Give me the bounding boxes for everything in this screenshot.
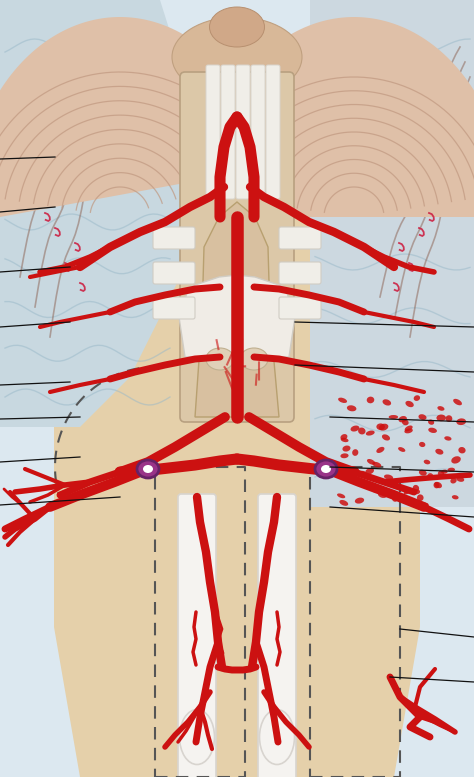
Ellipse shape xyxy=(338,398,347,403)
Ellipse shape xyxy=(399,416,407,423)
Ellipse shape xyxy=(358,427,365,434)
Ellipse shape xyxy=(413,485,419,492)
Ellipse shape xyxy=(384,475,393,480)
Ellipse shape xyxy=(383,399,391,406)
Ellipse shape xyxy=(414,395,420,401)
FancyBboxPatch shape xyxy=(279,297,321,319)
Ellipse shape xyxy=(352,449,358,456)
Ellipse shape xyxy=(413,489,420,494)
Ellipse shape xyxy=(240,348,268,370)
Ellipse shape xyxy=(451,456,461,464)
FancyBboxPatch shape xyxy=(251,65,265,199)
Polygon shape xyxy=(0,17,270,357)
Ellipse shape xyxy=(340,453,348,458)
Ellipse shape xyxy=(405,401,414,407)
Ellipse shape xyxy=(321,465,331,473)
Ellipse shape xyxy=(347,406,356,411)
Ellipse shape xyxy=(342,445,350,451)
FancyBboxPatch shape xyxy=(153,227,195,249)
Ellipse shape xyxy=(452,495,458,500)
Ellipse shape xyxy=(435,449,443,455)
FancyBboxPatch shape xyxy=(178,494,216,777)
Ellipse shape xyxy=(404,489,412,494)
FancyBboxPatch shape xyxy=(258,494,296,777)
Ellipse shape xyxy=(392,495,398,502)
Ellipse shape xyxy=(419,470,427,476)
Ellipse shape xyxy=(404,428,413,434)
Ellipse shape xyxy=(438,406,445,411)
Ellipse shape xyxy=(376,447,384,453)
Ellipse shape xyxy=(427,473,433,479)
Ellipse shape xyxy=(341,437,348,442)
Ellipse shape xyxy=(382,434,390,441)
Ellipse shape xyxy=(421,503,428,507)
Ellipse shape xyxy=(372,462,381,468)
Ellipse shape xyxy=(441,469,448,474)
Ellipse shape xyxy=(458,447,465,454)
Ellipse shape xyxy=(444,436,452,441)
Ellipse shape xyxy=(424,460,430,465)
Ellipse shape xyxy=(402,420,409,425)
Ellipse shape xyxy=(378,491,387,498)
Ellipse shape xyxy=(456,477,464,482)
Ellipse shape xyxy=(351,426,359,431)
Ellipse shape xyxy=(453,399,462,406)
Ellipse shape xyxy=(438,470,444,476)
Ellipse shape xyxy=(359,471,367,476)
Ellipse shape xyxy=(143,465,153,473)
Ellipse shape xyxy=(355,497,364,503)
Ellipse shape xyxy=(172,17,302,97)
Ellipse shape xyxy=(417,494,424,501)
Ellipse shape xyxy=(389,480,395,486)
Ellipse shape xyxy=(366,430,374,436)
Ellipse shape xyxy=(379,423,388,430)
Ellipse shape xyxy=(398,447,405,452)
Ellipse shape xyxy=(419,414,427,420)
Polygon shape xyxy=(54,127,420,777)
FancyBboxPatch shape xyxy=(221,65,235,199)
Polygon shape xyxy=(0,0,200,427)
Ellipse shape xyxy=(434,482,442,488)
Ellipse shape xyxy=(405,426,413,431)
Ellipse shape xyxy=(389,415,398,419)
Ellipse shape xyxy=(367,396,374,403)
Ellipse shape xyxy=(339,500,348,506)
Ellipse shape xyxy=(206,348,234,370)
FancyBboxPatch shape xyxy=(279,227,321,249)
Ellipse shape xyxy=(137,460,159,478)
FancyBboxPatch shape xyxy=(180,72,294,422)
FancyBboxPatch shape xyxy=(206,65,220,199)
FancyBboxPatch shape xyxy=(279,262,321,284)
Ellipse shape xyxy=(367,459,375,465)
FancyBboxPatch shape xyxy=(236,65,250,199)
Ellipse shape xyxy=(376,423,385,430)
Ellipse shape xyxy=(450,478,457,483)
Ellipse shape xyxy=(180,709,215,765)
Ellipse shape xyxy=(372,486,381,493)
FancyBboxPatch shape xyxy=(153,297,195,319)
Ellipse shape xyxy=(340,434,347,440)
Polygon shape xyxy=(195,202,279,417)
Ellipse shape xyxy=(259,709,294,765)
Polygon shape xyxy=(199,17,474,357)
FancyBboxPatch shape xyxy=(266,65,280,199)
Polygon shape xyxy=(179,275,295,357)
Ellipse shape xyxy=(315,460,337,478)
Ellipse shape xyxy=(446,415,452,422)
Ellipse shape xyxy=(337,493,345,498)
Ellipse shape xyxy=(434,482,439,489)
Ellipse shape xyxy=(428,420,434,425)
Ellipse shape xyxy=(428,427,437,433)
FancyBboxPatch shape xyxy=(153,262,195,284)
Ellipse shape xyxy=(456,418,466,425)
Ellipse shape xyxy=(210,7,264,47)
Ellipse shape xyxy=(447,468,455,472)
Polygon shape xyxy=(310,0,474,507)
Ellipse shape xyxy=(365,468,374,475)
Ellipse shape xyxy=(419,442,425,447)
Ellipse shape xyxy=(437,414,446,421)
